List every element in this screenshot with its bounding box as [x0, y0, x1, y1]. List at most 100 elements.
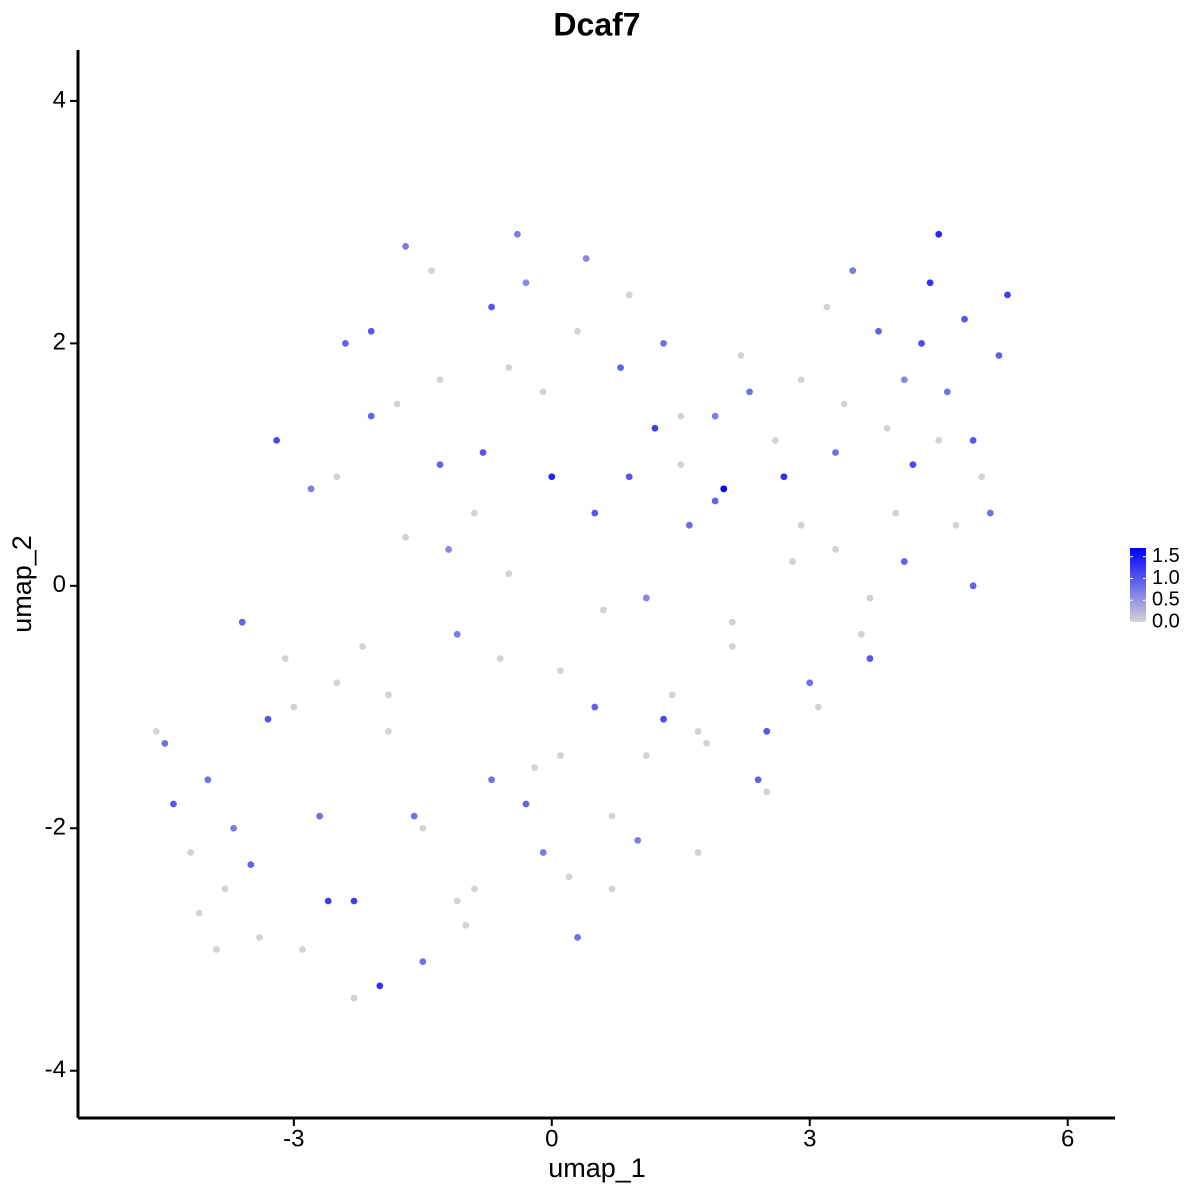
point — [591, 703, 599, 711]
point — [522, 800, 530, 808]
point — [694, 727, 702, 735]
point — [797, 521, 805, 529]
point — [935, 436, 943, 444]
point — [496, 655, 504, 662]
point — [522, 279, 530, 287]
point — [548, 473, 556, 481]
point — [651, 424, 659, 432]
y-tick-label: -2 — [45, 814, 66, 841]
point — [213, 946, 220, 953]
point — [677, 461, 685, 468]
point — [935, 230, 943, 238]
point — [428, 267, 435, 275]
point — [677, 412, 685, 420]
point — [660, 339, 667, 347]
point — [281, 655, 289, 662]
point — [152, 727, 160, 735]
point — [273, 436, 281, 444]
point — [161, 740, 169, 747]
point — [969, 582, 977, 590]
point — [290, 703, 298, 711]
point — [900, 376, 908, 384]
point — [204, 776, 212, 784]
point — [453, 630, 461, 638]
colorbar-label: 1.0 — [1152, 567, 1180, 589]
point — [565, 873, 573, 881]
point — [642, 594, 650, 602]
point — [703, 740, 710, 747]
point — [333, 473, 341, 481]
point — [350, 994, 358, 1002]
point — [900, 558, 908, 565]
point — [978, 473, 986, 481]
y-tick-label: -4 — [45, 1056, 66, 1083]
point — [685, 521, 693, 529]
point — [591, 509, 599, 517]
point — [402, 533, 410, 541]
point — [763, 788, 771, 796]
point — [470, 509, 478, 517]
point — [316, 812, 324, 820]
point — [385, 691, 392, 699]
point — [806, 679, 814, 687]
point — [256, 933, 263, 941]
point — [221, 885, 229, 893]
point — [918, 339, 925, 347]
point — [892, 509, 900, 517]
point — [780, 473, 788, 481]
point — [660, 715, 667, 723]
x-axis-title: umap_1 — [548, 1153, 646, 1183]
point — [470, 885, 478, 893]
point — [230, 824, 238, 832]
point — [385, 727, 392, 735]
colorbar-label: 1.5 — [1152, 545, 1180, 567]
point — [599, 606, 607, 614]
point — [909, 461, 917, 468]
point — [436, 461, 444, 468]
point — [539, 849, 547, 856]
point — [763, 727, 771, 735]
point — [952, 521, 960, 529]
point — [668, 691, 676, 699]
point — [402, 242, 410, 250]
colorbar — [1130, 548, 1146, 622]
point — [625, 473, 633, 481]
point — [797, 376, 805, 384]
point — [393, 400, 401, 408]
x-tick-label: 3 — [803, 1125, 816, 1152]
point — [789, 558, 796, 565]
x-tick-label: 6 — [1061, 1125, 1074, 1152]
point — [479, 449, 487, 456]
point — [832, 449, 839, 456]
y-axis-title: umap_2 — [7, 535, 37, 633]
point — [771, 436, 779, 444]
point — [556, 667, 564, 675]
point — [582, 255, 590, 262]
colorbar-label: 0.5 — [1152, 589, 1180, 611]
chart-title: Dcaf7 — [553, 6, 640, 42]
point — [832, 546, 839, 553]
point — [961, 315, 968, 323]
point — [608, 812, 616, 820]
point — [995, 352, 1003, 359]
point — [531, 764, 538, 772]
point — [264, 715, 272, 723]
point — [367, 412, 375, 420]
point — [1004, 291, 1011, 299]
x-tick-label: 0 — [545, 1125, 558, 1152]
point — [857, 630, 865, 638]
point — [513, 230, 521, 238]
y-tick-label: 2 — [53, 329, 66, 356]
point — [926, 279, 934, 287]
point — [814, 703, 822, 711]
point — [737, 352, 745, 359]
point — [419, 958, 427, 966]
point — [367, 327, 375, 335]
point — [505, 364, 513, 372]
point — [728, 643, 736, 650]
point — [488, 776, 495, 784]
point — [969, 436, 977, 444]
point — [453, 897, 461, 905]
point — [849, 267, 857, 275]
